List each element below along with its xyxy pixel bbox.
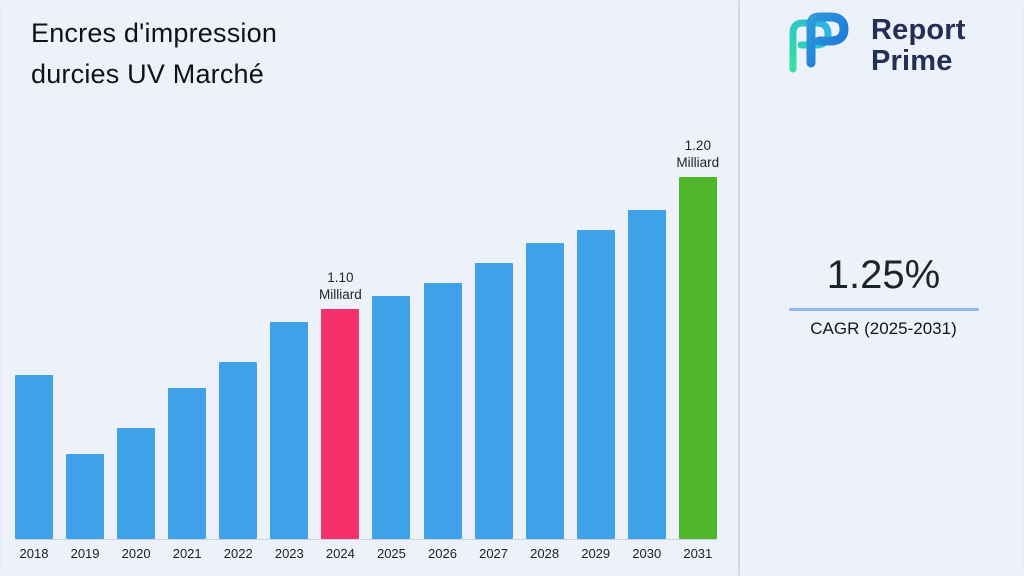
logo-text-line1: Report (871, 13, 966, 46)
bar-2026 (423, 283, 462, 539)
bar-value-number: 1.10 (327, 269, 354, 285)
bar-group-2025 (372, 296, 411, 539)
page-title-line2: durcies UV Marché (31, 59, 264, 90)
bar-group-2031: 1.20 Milliard (676, 138, 719, 539)
bar-value-label-2024: 1.10 Milliard (298, 269, 382, 304)
bar-2029 (576, 230, 615, 539)
x-tick-2022: 2022 (223, 546, 253, 561)
x-axis-labels: 2018 2019 2020 2021 2022 2023 2024 2025 2026 2027… (15, 540, 717, 561)
bar-group-2024: 1.10 Milliard (319, 270, 362, 539)
cagr-accent-line (788, 308, 979, 311)
report-prime-logo: Report Prime (779, 11, 966, 80)
bar-2031 (678, 177, 717, 539)
x-tick-2028: 2028 (530, 546, 560, 561)
bar-group-2019 (66, 454, 105, 539)
bar-value-label-2031: 1.20 Milliard (656, 137, 740, 172)
bar-chart: 1.10 Milliard 1.20 Milliard 2018 2019 2020 202… (15, 138, 719, 561)
page-title-line1: Encres d'impression (31, 18, 278, 48)
x-tick-2024: 2024 (325, 546, 355, 561)
bar-group-2023 (270, 322, 309, 539)
bar-2025 (372, 296, 411, 539)
cagr-value: 1.25% (826, 253, 941, 297)
bar-2023 (270, 322, 309, 539)
bar-group-2030 (627, 210, 666, 539)
vertical-divider (738, 1, 740, 575)
x-tick-2019: 2019 (70, 546, 100, 561)
bar-group-2018 (15, 375, 53, 539)
cagr-block: 1.25% CAGR (2025-2031) (776, 253, 991, 339)
bar-group-2026 (423, 283, 462, 539)
bar-group-2029 (576, 230, 615, 539)
x-tick-2021: 2021 (172, 546, 202, 561)
bar-2028 (525, 243, 564, 539)
bar-2030 (627, 210, 666, 539)
bar-group-2028 (525, 243, 564, 539)
bar-value-number: 1.20 (684, 137, 711, 153)
x-tick-2020: 2020 (121, 546, 151, 561)
x-tick-2027: 2027 (479, 546, 509, 561)
x-tick-2018: 2018 (19, 546, 49, 561)
bar-group-2022 (219, 362, 258, 539)
x-tick-2025: 2025 (376, 546, 406, 561)
bar-2019 (66, 454, 105, 539)
cagr-label: CAGR (2025-2031) (810, 319, 957, 338)
bar-2020 (117, 428, 156, 539)
bar-chart-plot-area: 1.10 Milliard 1.20 Milliard (15, 138, 719, 540)
bar-group-2021 (168, 388, 207, 539)
x-tick-2023: 2023 (274, 546, 304, 561)
logo-text-line2: Prime (871, 44, 953, 77)
bar-2024 (321, 309, 360, 539)
report-prime-logo-icon (779, 11, 861, 80)
bar-group-2027 (474, 263, 513, 539)
x-tick-2031: 2031 (683, 546, 713, 561)
x-tick-2029: 2029 (581, 546, 611, 561)
bar-2022 (219, 362, 258, 539)
report-prime-logo-text: Report Prime (871, 15, 966, 76)
x-tick-2026: 2026 (428, 546, 457, 561)
page-title: Encres d'impression durcies UV Marché (31, 13, 277, 95)
bar-2018 (15, 375, 53, 539)
bar-2027 (474, 263, 513, 539)
bar-value-unit: Milliard (318, 287, 362, 303)
bar-2021 (168, 388, 207, 539)
bar-value-unit: Milliard (676, 155, 720, 171)
x-tick-2030: 2030 (632, 546, 662, 561)
bar-group-2020 (117, 428, 156, 539)
